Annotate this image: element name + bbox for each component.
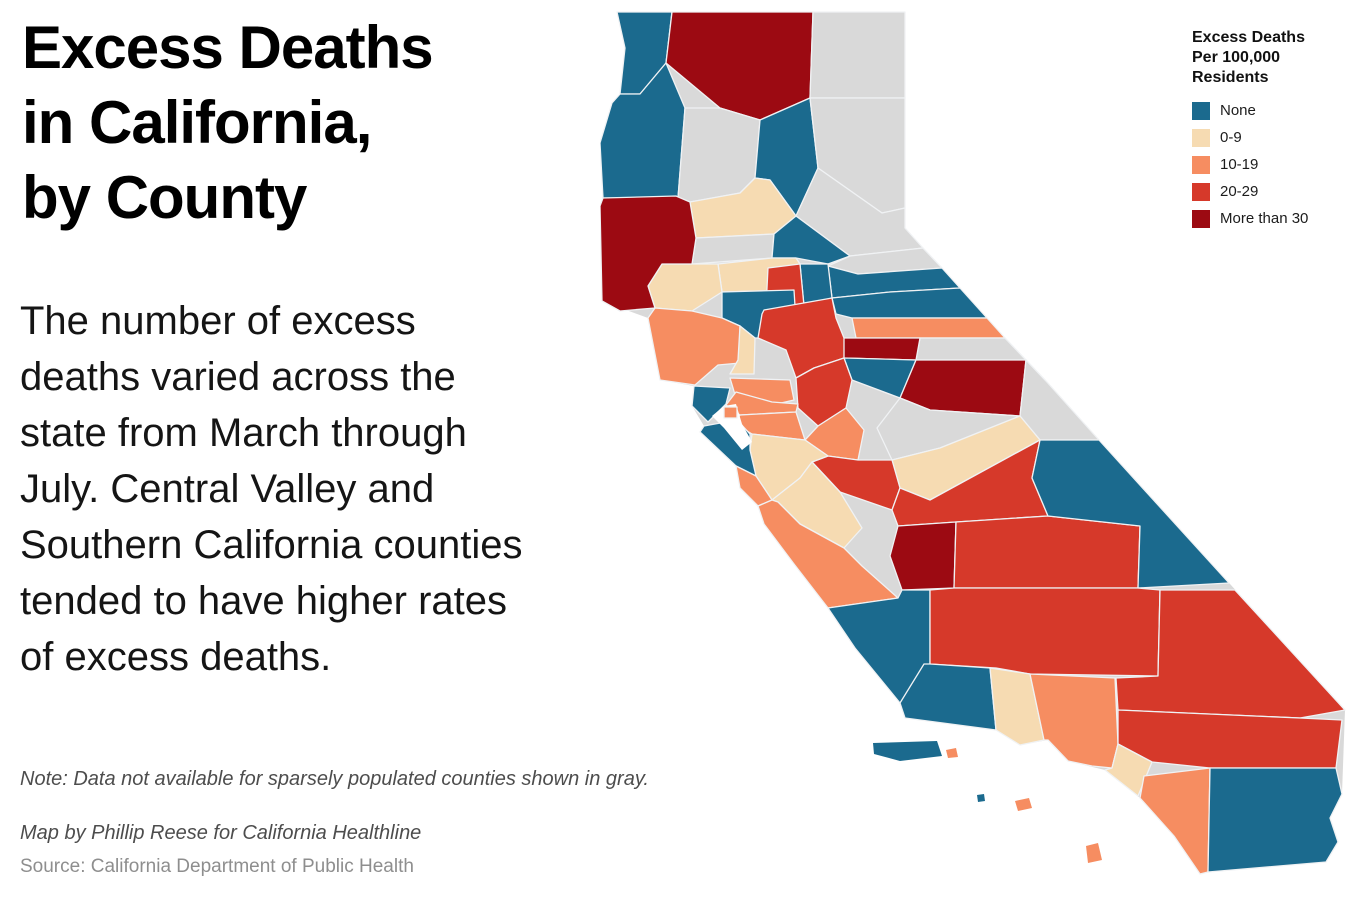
legend: Excess Deaths Per 100,000 Residents None… [1192,28,1308,232]
legend-swatch-d0_9 [1192,128,1210,147]
legend-item-label: More than 30 [1220,210,1309,227]
legend-item-label: None [1220,102,1256,119]
county-kings [889,521,957,591]
page-title: Excess Deaths in California, by County [22,10,434,235]
san-francisco-bay [712,404,752,450]
county-mono [1019,359,1100,441]
county-ventura [989,667,1045,746]
description-line: of excess deaths. [20,635,332,679]
description-line: The number of excess [20,299,416,343]
county-napa [729,325,756,375]
legend-item: 0-9 [1192,124,1308,151]
county-riverside [1117,709,1343,769]
legend-item: None [1192,97,1308,124]
county-san-francisco [723,406,738,419]
page-title-line-1: Excess Deaths [22,14,434,81]
county-modoc [809,11,906,99]
county-alpine [915,337,1027,361]
county-imperial [1207,767,1343,873]
county-orange [1104,743,1153,797]
island-los-angeles [1015,798,1032,811]
county-monterey [757,499,899,609]
legend-swatch-d20_29 [1192,182,1210,201]
description-line: Southern California counties [20,523,523,567]
page-title-line-3: by County [22,164,307,231]
legend-items: None 0-9 10-19 20-29 More than 30 [1192,97,1308,232]
legend-swatch-d30 [1192,209,1210,228]
county-inyo [1031,439,1230,589]
legend-item-label: 10-19 [1220,156,1259,173]
county-los-angeles [1029,673,1119,769]
county-tulare [953,515,1141,589]
legend-swatch-d10_19 [1192,155,1210,174]
legend-item: 10-19 [1192,151,1308,178]
legend-item-label: 20-29 [1220,183,1259,200]
legend-item: 20-29 [1192,178,1308,205]
county-amador [839,337,921,361]
island-santa-barbara [977,794,985,802]
legend-item-label: 0-9 [1220,129,1242,146]
county-el-dorado [851,317,1006,339]
county-kern [929,587,1161,677]
map-note: Note: Data not available for sparsely po… [20,768,649,790]
county-san-diego [1139,767,1211,875]
california-county-map [600,11,1346,875]
island-santa-barbara [873,741,942,761]
map-credit: Map by Phillip Reese for California Heal… [20,822,422,844]
legend-swatch-none [1192,101,1210,120]
page-title-line-2: in California, [22,89,372,156]
description-line: July. Central Valley and [20,467,435,511]
county-mendocino [600,195,697,312]
legend-title: Excess Deaths Per 100,000 Residents [1192,29,1305,86]
island-los-angeles [946,748,958,758]
description-line: deaths varied across the [20,355,456,399]
description-line: state from March through [20,411,467,455]
legend-item: More than 30 [1192,205,1308,232]
description: The number of excess deaths varied across… [20,293,670,685]
island-los-angeles [1086,843,1102,863]
description-line: tended to have higher rates [20,579,508,623]
source-line: Source: California Department of Public … [20,856,414,877]
